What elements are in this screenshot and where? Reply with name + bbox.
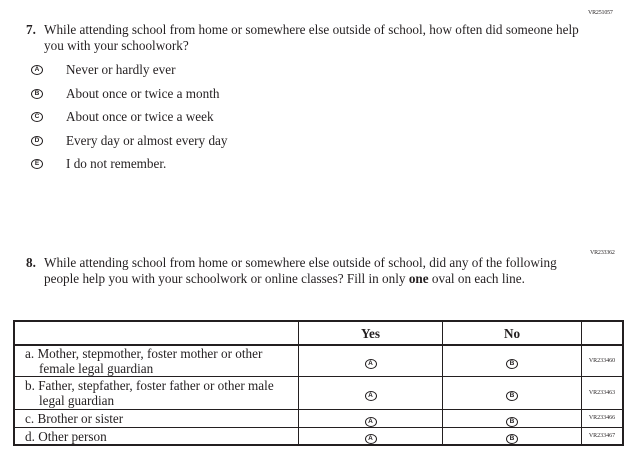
question-8-id: VR233362	[590, 250, 615, 256]
header-no: No	[442, 320, 582, 346]
row-label: b. Father, stepfather, foster father or …	[25, 378, 274, 408]
no-oval[interactable]: B	[506, 359, 518, 369]
answer-option[interactable]: E I do not remember.	[31, 156, 166, 172]
answer-oval[interactable]: D	[31, 136, 43, 146]
question-7: 7. While attending school from home or s…	[26, 22, 586, 54]
row-id: VR233463	[581, 376, 624, 410]
no-oval[interactable]: B	[506, 416, 518, 427]
no-oval[interactable]: B	[506, 434, 518, 444]
answer-label: Every day or almost every day	[66, 133, 228, 148]
yes-oval[interactable]: A	[364, 359, 377, 369]
question-7-id: VR251057	[588, 10, 613, 16]
yes-oval[interactable]: A	[364, 391, 377, 401]
table-row: c. Brother or sister A B VR233466	[13, 409, 624, 428]
question-8: 8. While attending school from home or s…	[26, 255, 571, 287]
answer-option[interactable]: C About once or twice a week	[31, 109, 214, 125]
response-table: Yes No a. Mother, stepmother, foster moth…	[13, 320, 624, 446]
question-text: While attending school from home or some…	[44, 255, 557, 286]
header-yes: Yes	[298, 320, 443, 346]
row-id: VR233466	[581, 409, 624, 428]
table-row: d. Other person A B VR233467	[13, 427, 624, 446]
table-row: b. Father, stepfather, foster father or …	[13, 376, 624, 410]
answer-oval[interactable]: C	[31, 112, 43, 122]
yes-oval[interactable]: A	[364, 416, 377, 427]
answer-option[interactable]: A Never or hardly ever	[31, 62, 175, 78]
answer-option[interactable]: D Every day or almost every day	[31, 133, 228, 149]
row-label: d. Other person	[25, 428, 107, 444]
answer-label: Never or hardly ever	[66, 62, 176, 77]
no-oval[interactable]: B	[506, 391, 518, 401]
question-number: 7.	[26, 22, 36, 37]
answer-oval[interactable]: B	[31, 89, 43, 99]
answer-label: About once or twice a month	[66, 86, 220, 101]
yes-oval[interactable]: A	[364, 434, 377, 444]
row-id: VR233467	[581, 427, 624, 446]
row-label: a. Mother, stepmother, foster mother or …	[25, 346, 263, 376]
table-row: a. Mother, stepmother, foster mother or …	[13, 344, 624, 377]
answer-label: About once or twice a week	[66, 109, 214, 124]
answer-label: I do not remember.	[66, 156, 167, 171]
answer-option[interactable]: B About once or twice a month	[31, 86, 219, 102]
answer-oval[interactable]: A	[31, 65, 43, 75]
question-number: 8.	[26, 255, 36, 270]
row-id: VR233460	[581, 344, 624, 377]
answer-oval[interactable]: E	[31, 159, 43, 169]
question-text: While attending school from home or some…	[44, 22, 579, 53]
row-label: c. Brother or sister	[25, 411, 124, 426]
